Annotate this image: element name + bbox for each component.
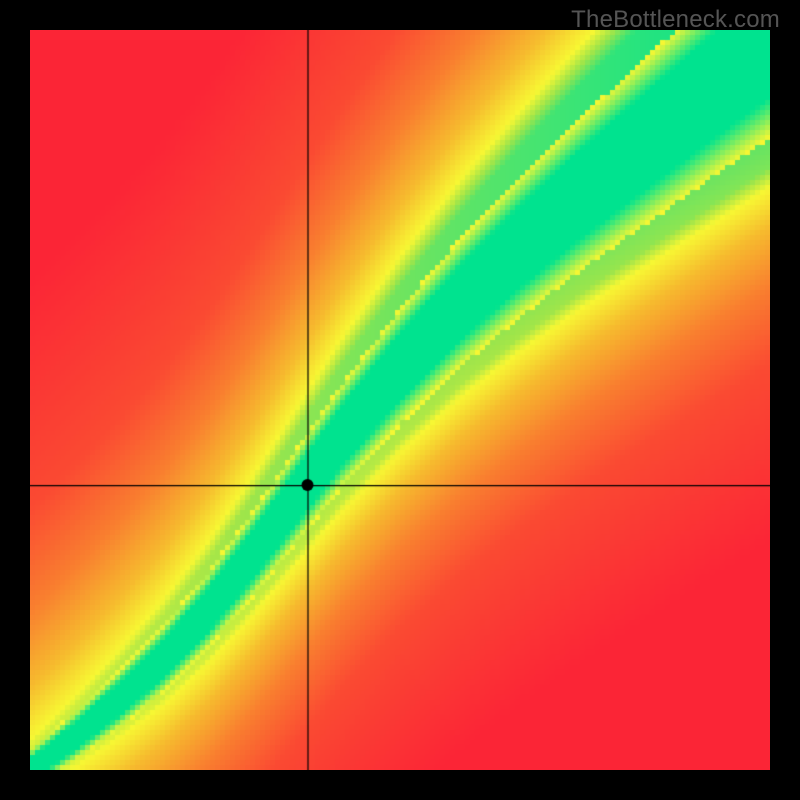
chart-container: TheBottleneck.com [0,0,800,800]
watermark-text: TheBottleneck.com [571,6,780,34]
heatmap-plot [30,30,770,770]
